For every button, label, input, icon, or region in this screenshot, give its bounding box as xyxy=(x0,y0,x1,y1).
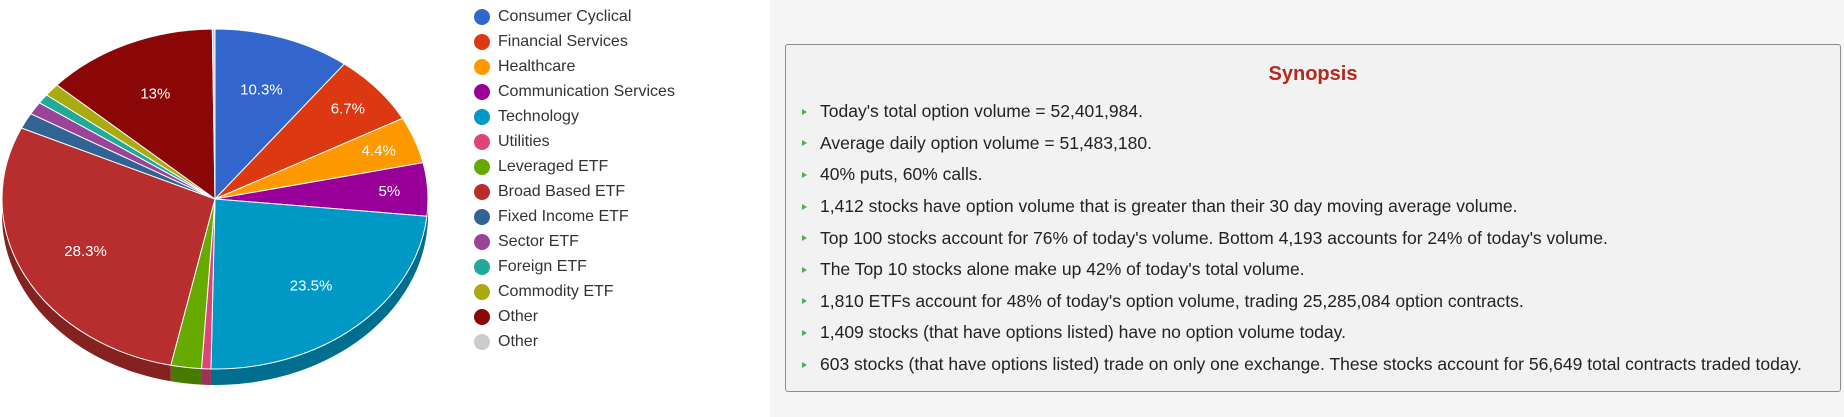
synopsis-item-text: 1,810 ETFs account for 48% of today's op… xyxy=(820,290,1524,311)
pie-chart-panel: 10.3% 6.7% 4.4% 5% 23.5% 28.3% 13% Consumer Cy… xyxy=(0,0,770,417)
bullet-arrow-icon xyxy=(802,266,807,273)
legend-label: Foreign ETF xyxy=(498,257,587,275)
pie-label-2: 4.4% xyxy=(362,143,396,160)
pie-slice-7[interactable] xyxy=(1,127,216,366)
legend-item[interactable]: Financial Services xyxy=(474,29,675,54)
legend-label: Broad Based ETF xyxy=(498,182,626,200)
legend-item[interactable]: Fixed Income ETF xyxy=(474,204,675,229)
pie-side-4 xyxy=(210,216,427,385)
legend-item[interactable]: Other xyxy=(474,304,675,329)
synopsis-item: 1,409 stocks (that have options listed) … xyxy=(802,317,1840,349)
legend-item[interactable]: Communication Services xyxy=(474,79,675,104)
legend-label: Technology xyxy=(498,107,579,125)
legend-item[interactable]: Healthcare xyxy=(474,54,675,79)
bullet-arrow-icon xyxy=(802,171,807,178)
legend-swatch-icon xyxy=(474,208,490,225)
pie-sides xyxy=(2,199,428,385)
synopsis-item-text: Average daily option volume = 51,483,180… xyxy=(820,132,1152,153)
synopsis-item-text: 1,409 stocks (that have options listed) … xyxy=(820,322,1346,343)
bullet-arrow-icon xyxy=(802,235,807,242)
pie-label-12: 13% xyxy=(140,86,170,103)
legend-swatch-icon xyxy=(474,58,490,75)
synopsis-item: 40% puts, 60% calls. xyxy=(802,159,1840,191)
synopsis-item: 1,810 ETFs account for 48% of today's op… xyxy=(802,286,1840,318)
pie-slice-4[interactable] xyxy=(210,198,428,370)
pie-slice-12[interactable] xyxy=(56,28,216,200)
legend-item[interactable]: Technology xyxy=(474,104,675,129)
bullet-arrow-icon xyxy=(802,329,807,336)
legend-swatch-icon xyxy=(474,108,490,125)
pie-label-4: 23.5% xyxy=(290,278,333,295)
synopsis-item: Top 100 stocks account for 76% of today'… xyxy=(802,222,1840,254)
legend-label: Healthcare xyxy=(498,57,576,75)
synopsis-list: Today's total option volume = 52,401,984… xyxy=(786,96,1840,380)
chart-legend: Consumer Cyclical Financial Services Healt… xyxy=(474,4,675,354)
legend-label: Sector ETF xyxy=(498,232,579,250)
pie-slices xyxy=(1,28,429,370)
legend-swatch-icon xyxy=(474,33,490,50)
legend-swatch-icon xyxy=(474,158,490,175)
legend-swatch-icon xyxy=(474,233,490,250)
pie-side-5 xyxy=(201,368,211,385)
pie-label-7: 28.3% xyxy=(64,243,107,260)
legend-label: Fixed Income ETF xyxy=(498,207,629,225)
legend-swatch-icon xyxy=(474,133,490,150)
legend-item[interactable]: Broad Based ETF xyxy=(474,179,675,204)
synopsis-title: Synopsis xyxy=(1268,63,1358,85)
pie-side-6 xyxy=(170,365,202,385)
synopsis-item: 603 stocks (that have options listed) tr… xyxy=(802,349,1840,381)
bullet-arrow-icon xyxy=(802,140,807,147)
pie-label-3: 5% xyxy=(379,183,401,200)
synopsis-item-text: Top 100 stocks account for 76% of today'… xyxy=(820,227,1608,248)
bullet-arrow-icon xyxy=(802,108,807,115)
synopsis-item-text: 40% puts, 60% calls. xyxy=(820,164,983,185)
synopsis-item: The Top 10 stocks alone make up 42% of t… xyxy=(802,254,1840,286)
synopsis-item: Average daily option volume = 51,483,180… xyxy=(802,128,1840,160)
pie-slice-0[interactable] xyxy=(214,28,346,201)
synopsis-panel-area: Synopsis Today's total option volume = 5… xyxy=(770,0,1844,417)
pie-side-7 xyxy=(2,199,171,382)
synopsis-item-text: 1,412 stocks have option volume that is … xyxy=(820,196,1518,217)
legend-label: Communication Services xyxy=(498,82,675,100)
legend-item[interactable]: Utilities xyxy=(474,129,675,154)
legend-item[interactable]: Leveraged ETF xyxy=(474,154,675,179)
legend-label: Utilities xyxy=(498,132,550,150)
legend-label: Commodity ETF xyxy=(498,282,614,300)
bullet-arrow-icon xyxy=(802,203,807,210)
synopsis-item-text: The Top 10 stocks alone make up 42% of t… xyxy=(820,259,1305,280)
legend-swatch-icon xyxy=(474,308,490,325)
legend-label: Consumer Cyclical xyxy=(498,7,632,25)
pie-label-1: 6.7% xyxy=(331,101,365,118)
legend-item[interactable]: Foreign ETF xyxy=(474,254,675,279)
legend-item[interactable]: Sector ETF xyxy=(474,229,675,254)
legend-swatch-icon xyxy=(474,258,490,275)
legend-swatch-icon xyxy=(474,283,490,300)
legend-label: Leveraged ETF xyxy=(498,157,609,175)
synopsis-item: Today's total option volume = 52,401,984… xyxy=(802,96,1840,128)
legend-label: Other xyxy=(498,332,539,350)
synopsis-item-text: 603 stocks (that have options listed) tr… xyxy=(820,354,1802,375)
legend-item[interactable]: Consumer Cyclical xyxy=(474,4,675,29)
legend-swatch-icon xyxy=(474,183,490,200)
legend-label: Financial Services xyxy=(498,32,628,50)
pie-chart: 10.3% 6.7% 4.4% 5% 23.5% 28.3% 13% xyxy=(1,28,429,385)
synopsis-item: 1,412 stocks have option volume that is … xyxy=(802,191,1840,223)
legend-label: Other xyxy=(498,307,539,325)
pie-label-0: 10.3% xyxy=(240,81,283,98)
synopsis-box: Synopsis Today's total option volume = 5… xyxy=(785,44,1841,392)
legend-item[interactable]: Other xyxy=(474,329,675,354)
bullet-arrow-icon xyxy=(802,361,807,368)
bullet-arrow-icon xyxy=(802,298,807,305)
pie-slice-13[interactable] xyxy=(211,28,216,200)
synopsis-item-text: Today's total option volume = 52,401,984… xyxy=(820,101,1143,122)
legend-swatch-icon xyxy=(474,8,490,25)
legend-swatch-icon xyxy=(474,333,490,350)
pie-labels: 10.3% 6.7% 4.4% 5% 23.5% 28.3% 13% xyxy=(64,81,400,294)
legend-item[interactable]: Commodity ETF xyxy=(474,279,675,304)
legend-swatch-icon xyxy=(474,83,490,100)
